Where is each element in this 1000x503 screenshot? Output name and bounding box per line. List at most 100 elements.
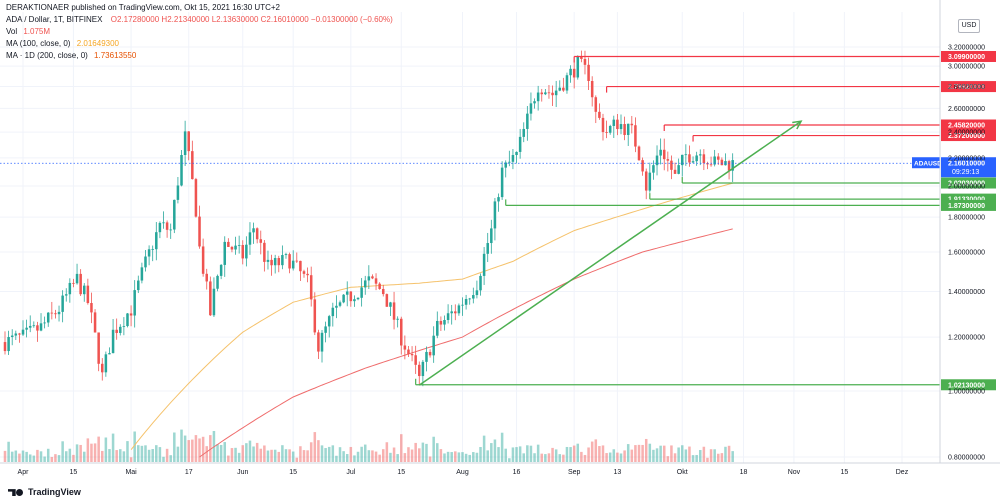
candle-body (356, 297, 360, 300)
time-axis[interactable]: Apr 15 Mai 17 Jun 15 Jul 15 Aug 16 Sep 13 Okt 18 Nov 15… (0, 462, 1000, 476)
candle-body (601, 117, 605, 133)
volume-bar (518, 446, 522, 462)
volume-bar (500, 432, 504, 462)
candle-body (3, 342, 7, 352)
tradingview-brand[interactable]: TradingView (8, 487, 81, 497)
volume-bar (580, 451, 583, 462)
candle-body (425, 351, 428, 362)
volume-bar (461, 452, 464, 462)
volume-bar (713, 449, 716, 462)
price-levels[interactable]: 3.09900000 2.79920000 2.45820000 2.37200000… (0, 50, 996, 391)
candle-body (432, 335, 435, 356)
candle-body (122, 326, 126, 327)
candle-body (201, 246, 205, 274)
candle-body (68, 282, 72, 295)
candle-body (216, 275, 219, 289)
candle-body (219, 264, 223, 276)
candle-body (526, 113, 529, 129)
x-tick-label: Apr (18, 469, 30, 476)
x-tick-label: Sep (568, 469, 581, 476)
x-tick-label: Jun (237, 469, 248, 476)
last-price-label: 2.16010000 (948, 161, 985, 168)
volume-bar (266, 450, 270, 462)
volume-bar (216, 444, 219, 462)
volume-bar (137, 445, 140, 462)
candle-body (637, 146, 641, 161)
candle-body (374, 278, 378, 284)
volume-bar (443, 453, 446, 462)
ma200-line (199, 228, 733, 458)
trendline-arrow-icon (792, 120, 803, 130)
volume-bar (497, 447, 500, 462)
volume-bar (86, 438, 90, 462)
volume-bar (396, 454, 399, 462)
candle-body (162, 222, 165, 224)
candle-body (158, 222, 162, 233)
resistance-level-label: 2.79920000 (948, 84, 985, 91)
price-axis[interactable]: 0.80000000 1.00000000 1.20000000 1.40000000… (939, 0, 985, 463)
volume-bar (68, 448, 72, 462)
volume-bar (630, 449, 634, 462)
candle-body (626, 123, 630, 135)
candle-body (464, 299, 468, 305)
volume-bar (493, 439, 497, 462)
symbol-label[interactable]: ADA / Dollar, 1T, BITFINEX (6, 15, 103, 24)
candle-body (101, 363, 104, 373)
volume-bar (115, 450, 118, 462)
volume-bar (583, 454, 587, 462)
volume-bar (691, 455, 695, 462)
ma100-label: MA (100, close, 0) (6, 39, 71, 48)
volume-bar (10, 451, 14, 462)
volume-bar (273, 449, 277, 462)
volume-bar (634, 445, 637, 462)
y-tick-label: 3.20000000 (948, 45, 985, 52)
volume-indicator[interactable]: Vol 1.075M (6, 27, 50, 36)
candle-body (7, 337, 10, 352)
volume-bar (486, 450, 489, 462)
candle-body (403, 345, 407, 350)
candlesticks (3, 50, 734, 387)
ma200-indicator[interactable]: MA · 1D (200, close, 0) 1.73613550 (6, 51, 136, 60)
candle-body (540, 92, 544, 95)
volume-bar (698, 450, 702, 462)
candle-body (493, 201, 497, 229)
volume-bar (342, 451, 345, 462)
volume-bar (93, 443, 97, 462)
candle-body (644, 171, 648, 191)
x-tick-label: 15 (397, 469, 405, 476)
x-tick-label: 18 (740, 469, 748, 476)
volume-bar (187, 440, 190, 462)
candle-body (504, 162, 507, 168)
candle-body (385, 294, 389, 307)
ma100-line (130, 182, 733, 451)
candle-body (572, 68, 576, 78)
volume-bar (248, 440, 252, 462)
candle-body (522, 128, 526, 137)
candle-body (14, 333, 18, 336)
volume-bar (464, 453, 468, 462)
volume-bar (655, 448, 659, 462)
candle-body (335, 305, 338, 308)
candle-body (176, 185, 180, 200)
candle-body (223, 241, 227, 265)
trendline-group[interactable] (418, 120, 803, 386)
candle-body (410, 354, 414, 356)
candle-body (446, 313, 450, 321)
volume-bar (594, 439, 598, 462)
volume-bar (201, 436, 205, 462)
volume-bar (436, 443, 439, 462)
volume-bar (313, 432, 317, 462)
candle-body (273, 258, 277, 266)
candle-body (111, 329, 115, 354)
ma100-indicator[interactable]: MA (100, close, 0) 2.01649300 (6, 39, 119, 48)
candle-body (119, 326, 122, 333)
volume-bar (504, 448, 507, 462)
volume-bar (82, 451, 86, 462)
candle-body (378, 283, 381, 289)
currency-button[interactable]: USD (958, 19, 980, 33)
volume-bar (72, 454, 75, 462)
volume-bar (14, 450, 18, 462)
trendline[interactable] (418, 120, 802, 386)
ma200-label: MA · 1D (200, close, 0) (6, 51, 88, 60)
